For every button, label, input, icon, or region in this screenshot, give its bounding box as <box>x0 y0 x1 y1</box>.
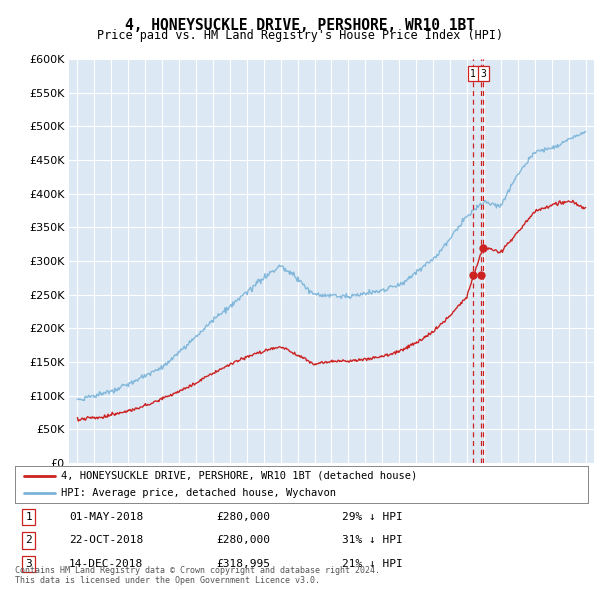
Text: Contains HM Land Registry data © Crown copyright and database right 2024.: Contains HM Land Registry data © Crown c… <box>15 566 380 575</box>
Text: 22-OCT-2018: 22-OCT-2018 <box>69 536 143 545</box>
Text: 29% ↓ HPI: 29% ↓ HPI <box>342 512 403 522</box>
Text: 21% ↓ HPI: 21% ↓ HPI <box>342 559 403 569</box>
Text: 14-DEC-2018: 14-DEC-2018 <box>69 559 143 569</box>
Text: 3: 3 <box>481 69 486 79</box>
Text: 1: 1 <box>470 69 476 79</box>
Text: £280,000: £280,000 <box>216 512 270 522</box>
Text: £318,995: £318,995 <box>216 559 270 569</box>
Text: This data is licensed under the Open Government Licence v3.0.: This data is licensed under the Open Gov… <box>15 576 320 585</box>
Text: 4, HONEYSUCKLE DRIVE, PERSHORE, WR10 1BT (detached house): 4, HONEYSUCKLE DRIVE, PERSHORE, WR10 1BT… <box>61 471 417 481</box>
Text: 3: 3 <box>25 559 32 569</box>
Text: Price paid vs. HM Land Registry's House Price Index (HPI): Price paid vs. HM Land Registry's House … <box>97 30 503 42</box>
Text: £280,000: £280,000 <box>216 536 270 545</box>
Text: 01-MAY-2018: 01-MAY-2018 <box>69 512 143 522</box>
Text: 2: 2 <box>25 536 32 545</box>
Text: HPI: Average price, detached house, Wychavon: HPI: Average price, detached house, Wych… <box>61 488 336 498</box>
Text: 4, HONEYSUCKLE DRIVE, PERSHORE, WR10 1BT: 4, HONEYSUCKLE DRIVE, PERSHORE, WR10 1BT <box>125 18 475 32</box>
Text: 1: 1 <box>25 512 32 522</box>
Text: 31% ↓ HPI: 31% ↓ HPI <box>342 536 403 545</box>
